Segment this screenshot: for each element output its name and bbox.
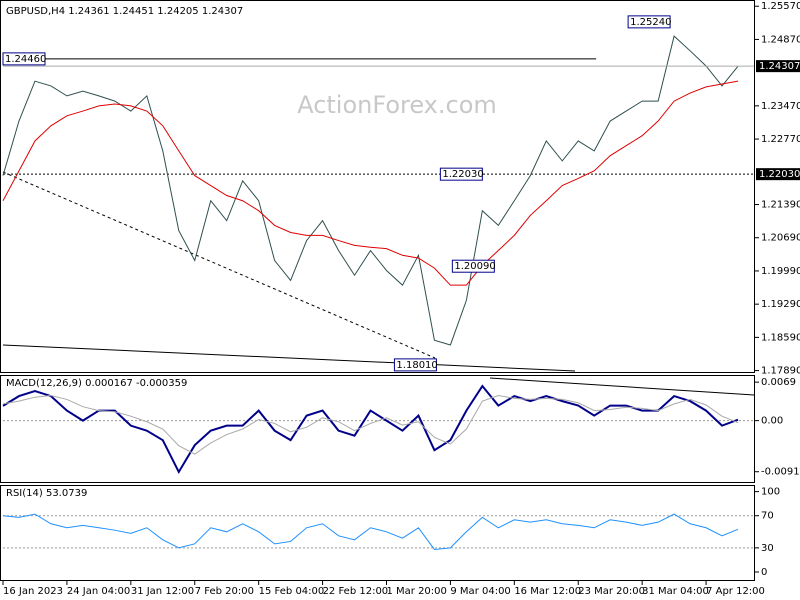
x-tick-label: 7 Feb 20:00 [195,586,254,597]
y-tick-label: 1.25570 [761,1,800,12]
x-tick-label: 7 Apr 12:00 [706,586,765,597]
annotation-box [439,167,483,181]
series-line [2,384,739,475]
x-tick-label: 9 Mar 04:00 [450,586,510,597]
trendline [2,171,436,359]
price-pane [0,0,755,373]
y-tick-label: 0.00 [761,416,783,427]
trendline [489,377,755,396]
watermark: ActionForex.com [297,91,497,119]
level-axis-box [756,168,800,181]
y-tick-label: 1.19290 [761,299,800,310]
x-tick-label: 1 Mar 20:00 [386,586,446,597]
y-tick-label: 0 [761,567,767,578]
x-tick-label: 15 Feb 04:00 [259,586,325,597]
current-price-label: 1.24307 [759,61,800,72]
y-tick-label: 1.24870 [761,34,800,45]
annotation-box [451,259,495,273]
annotation-label: 1.18010 [396,360,437,371]
current-price-box [756,60,800,73]
x-tick-label: 22 Feb 12:00 [323,586,389,597]
x-tick-label: 24 Jan 04:00 [67,586,130,597]
level-axis-label: 1.22030 [759,169,800,180]
y-tick-label: 100 [761,487,780,498]
x-tick-label: 16 Mar 12:00 [514,586,581,597]
y-tick-label: 0.0069 [761,377,796,388]
annotation-box [2,52,46,66]
x-tick-label: 31 Jan 12:00 [131,586,194,597]
y-tick-label: 1.23470 [761,101,800,112]
series-line [2,80,739,286]
y-tick-label: 1.18590 [761,332,800,343]
annotation-label: 1.22030 [442,169,483,180]
macd-pane [0,375,755,483]
annotation-label: 1.25240 [630,17,671,28]
series-line [2,35,739,346]
y-tick-label: 1.22770 [761,134,800,145]
y-tick-label: 30 [761,543,774,554]
x-tick-label: 31 Mar 04:00 [642,586,709,597]
annotation-label: 1.20090 [454,261,495,272]
annotation-box [393,358,437,372]
series-line [2,395,739,455]
y-tick-label: 1.20690 [761,233,800,244]
annotation-label: 1.24460 [5,54,46,65]
y-tick-label: 1.17890 [761,366,800,377]
y-tick-label: 1.21390 [761,200,800,211]
y-tick-label: 1.19990 [761,266,800,277]
rsi-pane [0,485,755,581]
chart-title: GBPUSD,H4 1.24361 1.24451 1.24205 1.2430… [6,6,243,17]
trendline [2,344,576,372]
x-tick-label: 23 Mar 20:00 [578,586,645,597]
rsi-title: RSI(14) 53.0739 [6,488,87,499]
x-tick-label: 16 Jan 2023 [3,586,63,597]
series-line [2,513,739,550]
annotation-box [627,15,671,29]
y-tick-label: -0.009158 [761,467,800,478]
macd-title: MACD(12,26,9) 0.000167 -0.000359 [6,378,187,389]
y-tick-label: 70 [761,511,774,522]
